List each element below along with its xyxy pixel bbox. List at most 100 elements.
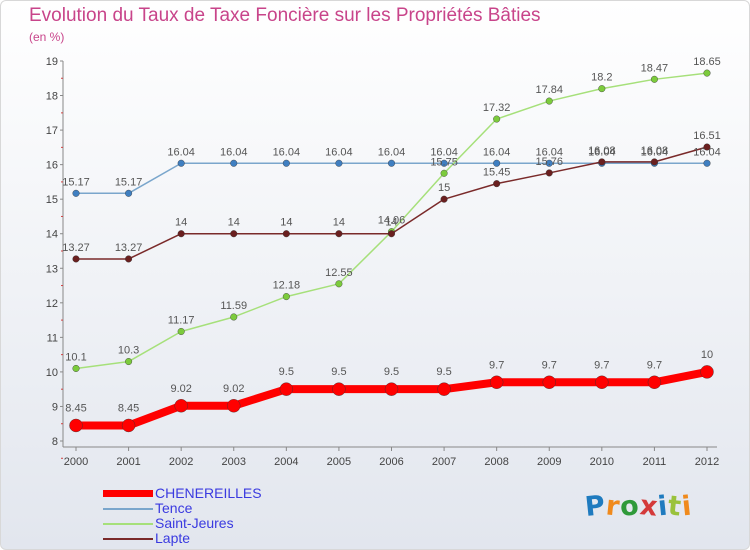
data-label-tence: 16.04: [693, 146, 721, 158]
data-point-lapte: [335, 230, 343, 238]
x-tick-label: 2006: [379, 456, 403, 468]
data-label-tence: 16.04: [430, 146, 458, 158]
y-tick-label: 17: [46, 125, 58, 137]
data-label-tence: 16.04: [167, 146, 195, 158]
data-point-chenereilles: [279, 382, 294, 396]
series-line-chenereilles: [76, 367, 708, 430]
chart-title: Evolution du Taux de Taxe Foncière sur l…: [29, 5, 541, 26]
data-point-saint-jeures: [125, 358, 133, 366]
data-label-chenereilles: 9.7: [647, 359, 662, 371]
data-point-chenereilles: [121, 418, 136, 433]
data-point-saint-jeures: [598, 85, 606, 93]
data-label-lapte: 13.27: [115, 242, 143, 254]
y-tick-label: 11: [47, 332, 58, 344]
data-point-tence: [493, 159, 501, 167]
data-point-saint-jeures: [177, 327, 185, 335]
data-label-tence: 16.04: [325, 146, 353, 158]
y-tick-label: 13: [46, 263, 58, 275]
legend-swatch: [103, 523, 153, 525]
data-point-chenereilles: [700, 365, 714, 379]
data-point-saint-jeures: [650, 75, 658, 83]
proxiti-logo: Proxiti: [583, 489, 695, 524]
data-label-tence: 16.04: [641, 146, 669, 158]
data-point-lapte: [282, 230, 290, 238]
data-point-saint-jeures: [493, 115, 501, 123]
data-label-chenereilles: 9.5: [279, 366, 294, 378]
data-point-lapte: [493, 180, 501, 188]
x-tick-label: 2011: [643, 456, 667, 468]
data-point-tence: [335, 159, 343, 167]
data-label-saint-jeures: 17.32: [483, 102, 511, 114]
data-label-lapte: 14: [333, 217, 345, 229]
data-label-chenereilles: 9.02: [170, 383, 191, 395]
x-tick-label: 2005: [327, 456, 351, 468]
data-label-lapte: 14: [228, 217, 240, 229]
y-unit-label: (en %): [29, 30, 65, 44]
data-point-chenereilles: [69, 418, 83, 433]
y-tick-label: 18: [46, 91, 58, 103]
data-label-saint-jeures: 10.3: [118, 345, 139, 357]
legend-swatch: [103, 538, 153, 540]
data-point-tence: [388, 159, 396, 167]
data-label-lapte: 14: [280, 217, 292, 229]
x-tick-label: 2002: [169, 456, 193, 468]
data-point-saint-jeures: [703, 69, 711, 77]
data-point-saint-jeures: [230, 313, 238, 321]
y-tick-label: 16: [46, 160, 58, 172]
data-point-lapte: [125, 255, 133, 263]
data-point-lapte: [598, 158, 606, 166]
data-point-chenereilles: [332, 382, 346, 396]
data-label-lapte: 14: [385, 217, 397, 229]
data-point-lapte: [72, 255, 80, 263]
data-label-saint-jeures: 18.65: [693, 56, 721, 68]
data-label-tence: 15.17: [62, 176, 90, 188]
data-label-chenereilles: 9.5: [331, 366, 346, 378]
data-point-chenereilles: [384, 382, 399, 396]
legend-label: Lapte: [155, 530, 191, 546]
x-tick-label: 2003: [222, 456, 246, 468]
data-point-saint-jeures: [335, 280, 343, 288]
data-label-chenereilles: 9.7: [489, 359, 504, 371]
x-tick-label: 2001: [116, 456, 140, 468]
y-tick-label: 14: [46, 229, 58, 241]
legend-swatch: [103, 490, 153, 497]
data-point-tence: [282, 159, 290, 167]
data-label-chenereilles: 9.5: [384, 366, 399, 378]
data-label-saint-jeures: 11.59: [220, 300, 247, 312]
data-label-lapte: 13.27: [62, 242, 90, 254]
data-point-lapte: [440, 195, 448, 203]
data-point-tence: [703, 159, 711, 167]
x-tick-label: 2010: [590, 456, 614, 468]
data-label-tence: 16.04: [588, 146, 616, 158]
data-label-lapte: 15.45: [483, 167, 511, 179]
data-label-lapte: 15: [438, 182, 450, 194]
data-point-saint-jeures: [545, 97, 553, 105]
data-point-saint-jeures: [72, 364, 80, 372]
data-point-lapte: [177, 230, 185, 238]
x-tick-label: 2012: [695, 456, 719, 468]
data-label-saint-jeures: 17.84: [535, 84, 563, 96]
data-point-chenereilles: [542, 375, 556, 389]
data-label-tence: 16.04: [273, 146, 301, 158]
data-label-chenereilles: 9.02: [223, 383, 244, 395]
data-point-chenereilles: [647, 375, 662, 389]
series-line-tence: [76, 162, 707, 195]
legend-label: CHENEREILLES: [155, 485, 262, 501]
legend-label: Tence: [155, 500, 193, 516]
data-point-saint-jeures: [282, 293, 290, 301]
data-point-lapte: [545, 169, 553, 177]
data-label-saint-jeures: 15.75: [430, 156, 458, 168]
data-label-saint-jeures: 12.55: [325, 267, 353, 279]
data-label-lapte: 15.76: [535, 156, 563, 168]
data-point-tence: [177, 159, 185, 167]
data-label-saint-jeures: 18.2: [591, 72, 612, 84]
data-label-saint-jeures: 10.1: [65, 351, 86, 363]
x-tick-label: 2009: [537, 456, 561, 468]
data-label-tence: 16.04: [220, 146, 248, 158]
x-tick-label: 2000: [64, 456, 88, 468]
legend-swatch: [103, 508, 153, 510]
data-label-saint-jeures: 12.18: [273, 280, 301, 292]
y-tick-label: 10: [46, 367, 58, 379]
y-tick-label: 12: [46, 298, 58, 310]
